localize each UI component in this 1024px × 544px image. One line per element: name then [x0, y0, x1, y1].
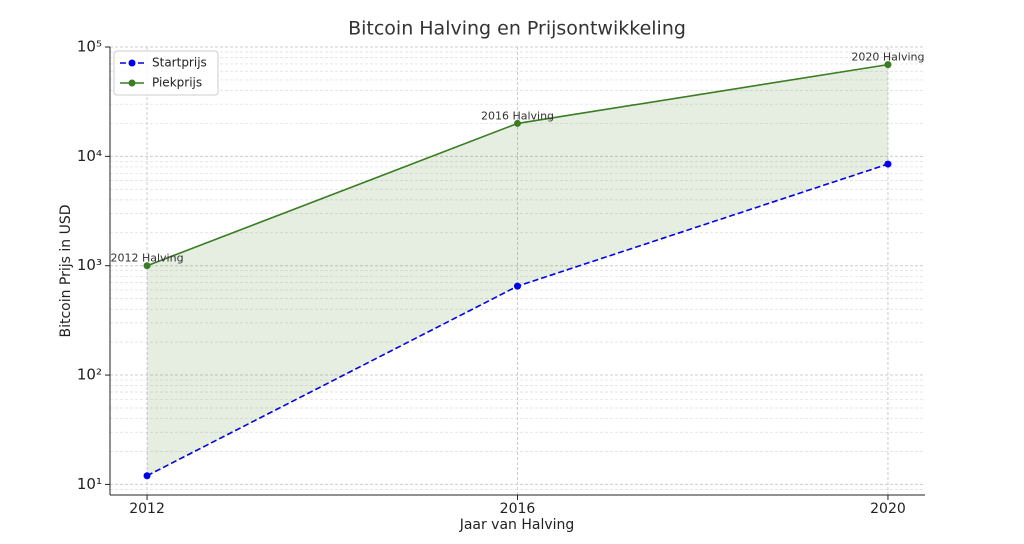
y-tick-label: 10¹: [77, 475, 102, 493]
data-point: [143, 262, 151, 270]
legend-marker: [128, 79, 136, 87]
annotation: 2016 Halving: [481, 109, 554, 122]
x-axis-label: Jaar van Halving: [459, 517, 575, 533]
y-tick-label: 10³: [77, 256, 102, 274]
data-point: [514, 119, 521, 127]
x-tick-label: 2016: [500, 501, 536, 517]
annotation: 2020 Halving: [851, 51, 924, 64]
x-tick-label: 2020: [870, 501, 906, 517]
y-tick-label: 10⁵: [77, 38, 102, 56]
data-point: [514, 282, 521, 290]
fill-area: [147, 64, 888, 476]
x-tick-label: 2012: [129, 501, 165, 517]
annotation: 2012 Halving: [110, 252, 183, 265]
data-point: [884, 160, 892, 168]
y-tick-label: 10⁴: [77, 147, 102, 165]
legend-label: Startprijs: [152, 56, 207, 70]
legend-box: [113, 50, 219, 96]
data-point: [143, 472, 151, 480]
y-tick-label: 10²: [77, 366, 102, 384]
legend-label: Piekprijs: [152, 76, 202, 90]
chart-title: Bitcoin Halving en Prijsontwikkeling: [348, 18, 686, 40]
y-axis-label: Bitcoin Prijs in USD: [58, 204, 74, 337]
legend-marker: [128, 59, 136, 67]
data-point: [884, 61, 892, 69]
